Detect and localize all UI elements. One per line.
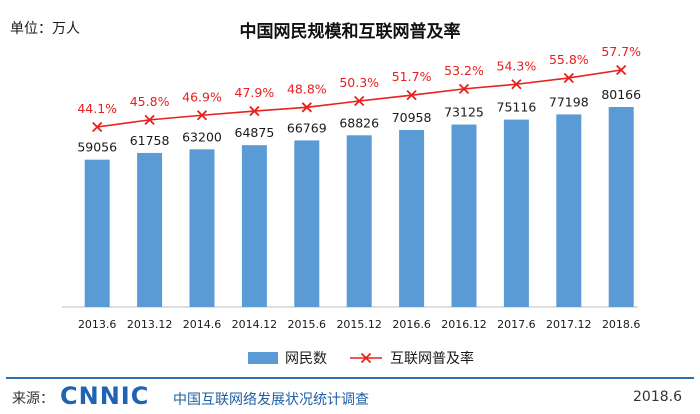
legend-marker-line xyxy=(360,352,372,364)
source-label: 来源： xyxy=(12,391,54,407)
line-value-label: 47.9% xyxy=(235,85,275,100)
line-point-marker xyxy=(196,110,208,121)
bar-2018.6 xyxy=(608,107,634,307)
x-tick-label: 2013.6 xyxy=(78,318,117,331)
bar-value-label: 61758 xyxy=(130,133,170,148)
x-tick-label: 2016.12 xyxy=(441,318,487,331)
x-tick-label: 2015.12 xyxy=(336,318,382,331)
line-point-marker xyxy=(92,121,103,133)
bar-value-label: 75116 xyxy=(497,100,537,115)
line-value-label: 46.9% xyxy=(182,89,222,104)
line-point-marker xyxy=(249,105,260,117)
cnnic-logo: CNNIC xyxy=(60,382,150,410)
line-value-label: 48.8% xyxy=(287,81,327,96)
bar-value-label: 64875 xyxy=(235,125,275,140)
x-tick-label: 2014.6 xyxy=(183,318,222,331)
line-point-marker xyxy=(406,90,417,101)
line-value-label: 57.7% xyxy=(601,44,641,59)
legend-swatch-bars xyxy=(248,352,278,364)
footer: 来源： CNNIC 中国互联网络发展状况统计调查 2018.6 xyxy=(0,380,700,414)
x-tick-label: 2015.6 xyxy=(288,318,327,331)
bar-value-label: 59056 xyxy=(77,140,117,155)
line-point-marker xyxy=(458,83,470,94)
legend-label-bars: 网民数 xyxy=(285,351,327,367)
line-point-marker xyxy=(301,102,312,113)
line-value-label: 45.8% xyxy=(130,94,170,109)
bar-2014.6 xyxy=(189,149,215,307)
x-tick-label: 2018.6 xyxy=(602,318,641,331)
source-organization: 中国互联网络发展状况统计调查 xyxy=(173,392,369,408)
line-point-marker xyxy=(563,72,574,84)
bar-value-label: 77198 xyxy=(549,94,589,109)
line-point-marker xyxy=(616,64,627,76)
line-point-marker xyxy=(354,95,365,107)
line-point-marker xyxy=(511,79,522,90)
line-value-label: 55.8% xyxy=(549,52,589,67)
chart: 59056 2013.6 61758 2013.12 63200 2014.6 64875 2… xyxy=(62,44,641,367)
bar-value-label: 68826 xyxy=(339,115,379,130)
line-value-label: 53.2% xyxy=(444,63,484,78)
bar-2017.12 xyxy=(556,114,582,307)
bar-2015.12 xyxy=(346,135,372,307)
bar-value-label: 66769 xyxy=(287,120,327,135)
line-value-label: 51.7% xyxy=(392,69,432,84)
bar-2016.6 xyxy=(399,129,425,307)
bar-value-label: 63200 xyxy=(182,129,222,144)
x-tick-label: 2017.12 xyxy=(546,318,592,331)
legend-label-line: 互联网普及率 xyxy=(390,350,474,367)
bar-value-label: 73125 xyxy=(444,105,484,120)
bar-value-label: 70958 xyxy=(392,110,432,125)
bar-value-label: 80166 xyxy=(601,87,641,102)
bar-2017.6 xyxy=(503,119,529,308)
x-tick-label: 2016.6 xyxy=(392,318,431,331)
bar-2015.6 xyxy=(294,140,320,307)
x-tick-label: 2017.6 xyxy=(497,318,536,331)
line-point-marker xyxy=(144,114,155,126)
line-value-label: 50.3% xyxy=(339,75,379,90)
line-value-label: 44.1% xyxy=(77,101,117,116)
bar-2013.6 xyxy=(84,159,110,307)
source-date: 2018.6 xyxy=(633,389,682,405)
chart-title: 中国网民规模和互联网普及率 xyxy=(239,22,461,42)
bar-2013.12 xyxy=(137,152,163,307)
footer-divider xyxy=(6,377,694,379)
x-tick-label: 2013.12 xyxy=(127,318,173,331)
x-tick-label: 2014.12 xyxy=(232,318,278,331)
bar-2014.12 xyxy=(241,145,267,307)
bar-2016.12 xyxy=(451,124,477,308)
unit-label: 单位：万人 xyxy=(10,21,80,37)
line-value-label: 54.3% xyxy=(497,58,537,73)
